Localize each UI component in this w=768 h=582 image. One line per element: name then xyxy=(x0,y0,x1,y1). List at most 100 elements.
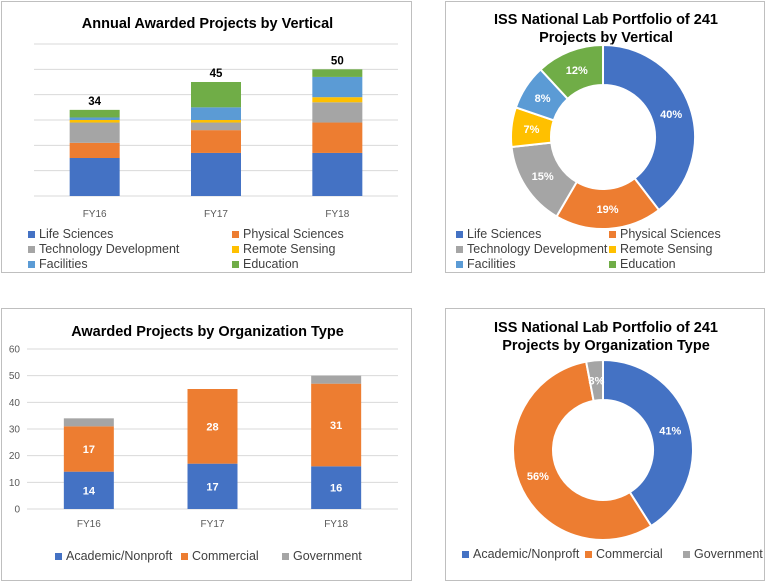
legend-swatch xyxy=(55,553,62,560)
data-label: 28 xyxy=(206,421,218,433)
legend-label: Physical Sciences xyxy=(620,227,721,241)
bar-segment xyxy=(63,426,114,472)
chart-title: Awarded Projects by Organization Type xyxy=(71,324,344,340)
legend-label: Education xyxy=(243,257,299,271)
chart-title-line: Projects by Vertical xyxy=(539,30,673,46)
annual-by-vertical-chart: Annual Awarded Projects by Vertical 34 FY1… xyxy=(1,1,412,273)
bar-segment xyxy=(191,122,241,131)
bar-segment xyxy=(187,463,238,509)
legend-label: Life Sciences xyxy=(467,227,541,241)
chart-title: Annual Awarded Projects by Vertical xyxy=(82,16,333,32)
donut-slice xyxy=(512,360,653,541)
portfolio-by-organization-type-svg: ISS National Lab Portfolio of 241 Project… xyxy=(462,320,763,561)
slice-label: 19% xyxy=(596,204,618,216)
bar-segment xyxy=(312,69,363,77)
legend-label: Physical Sciences xyxy=(243,227,344,241)
y-tick-label: 40 xyxy=(9,398,21,409)
bar-segment xyxy=(191,130,241,153)
slice-label: 41% xyxy=(659,425,681,437)
legend-swatch xyxy=(28,231,35,238)
y-tick-label: 60 xyxy=(9,345,21,356)
legend-label: Technology Development xyxy=(39,242,180,256)
legend-label: Life Sciences xyxy=(39,227,113,241)
data-label: 17 xyxy=(206,481,218,493)
legend-swatch xyxy=(28,246,35,253)
by-organization-type-svg: Awarded Projects by Organization Type 0 10… xyxy=(9,324,398,563)
chart-title-line: ISS National Lab Portfolio of 241 xyxy=(494,320,718,336)
slice-label: 40% xyxy=(660,109,682,121)
legend-swatch xyxy=(609,246,616,253)
legend-swatch xyxy=(462,551,469,558)
portfolio-by-organization-type-chart: ISS National Lab Portfolio of 241 Project… xyxy=(445,308,765,581)
legend-swatch xyxy=(181,553,188,560)
donut-slice xyxy=(584,358,604,403)
bar-segment xyxy=(69,142,120,158)
slice-label: 12% xyxy=(566,65,588,77)
data-label: 31 xyxy=(330,420,342,432)
y-tick-label: 0 xyxy=(14,505,20,516)
bar-segment xyxy=(191,120,241,123)
legend-swatch xyxy=(28,261,35,268)
bar-segment xyxy=(312,152,363,196)
slice-label: 3% xyxy=(588,375,604,387)
bar-segment xyxy=(312,102,363,123)
annual-by-vertical-svg: Annual Awarded Projects by Vertical 34 FY1… xyxy=(28,16,398,271)
portfolio-by-vertical-svg: ISS National Lab Portfolio of 241 Project… xyxy=(456,12,721,271)
bar-segment xyxy=(191,152,241,196)
legend-label: Technology Development xyxy=(467,242,608,256)
legend-swatch xyxy=(232,246,239,253)
y-tick-label: 10 xyxy=(9,478,21,489)
data-label: 17 xyxy=(83,444,95,456)
legend-label: Education xyxy=(620,257,676,271)
bar-segment xyxy=(69,109,120,118)
legend-label: Government xyxy=(694,547,763,561)
legend-label: Facilities xyxy=(467,257,516,271)
bar-total-label: 50 xyxy=(331,55,344,67)
category-label: FY18 xyxy=(325,209,349,220)
bar-total-label: 34 xyxy=(88,96,101,108)
category-label: FY17 xyxy=(201,519,225,530)
portfolio-by-vertical-chart: ISS National Lab Portfolio of 241 Project… xyxy=(445,1,765,273)
bar-segment xyxy=(311,466,362,509)
legend-swatch xyxy=(232,261,239,268)
bar-segment xyxy=(312,76,363,98)
slice-label: 15% xyxy=(532,171,554,183)
bar-segment xyxy=(312,122,363,153)
bar-segment xyxy=(191,107,241,120)
bar-segment xyxy=(311,375,362,384)
legend-label: Facilities xyxy=(39,257,88,271)
legend-swatch xyxy=(683,551,690,558)
legend-label: Remote Sensing xyxy=(620,242,712,256)
chart-title-line: Projects by Organization Type xyxy=(502,338,710,354)
donut-slice xyxy=(602,43,696,212)
legend-swatch xyxy=(282,553,289,560)
legend-label: Government xyxy=(293,549,362,563)
y-tick-label: 50 xyxy=(9,371,21,382)
legend-swatch xyxy=(232,231,239,238)
legend-swatch xyxy=(456,231,463,238)
bar-segment xyxy=(312,97,363,103)
legend-swatch xyxy=(456,246,463,253)
legend-swatch xyxy=(456,261,463,268)
legend-swatch xyxy=(585,551,592,558)
slice-label: 56% xyxy=(527,471,549,483)
chart-title-line: ISS National Lab Portfolio of 241 xyxy=(494,12,718,28)
category-label: FY17 xyxy=(204,209,228,220)
bar-segment xyxy=(63,471,114,509)
legend-label: Commercial xyxy=(596,547,663,561)
bar-segment xyxy=(187,389,238,464)
y-tick-label: 30 xyxy=(9,425,21,436)
category-label: FY16 xyxy=(77,519,101,530)
bar-segment xyxy=(69,120,120,123)
bar-segment xyxy=(69,122,120,143)
legend-label: Commercial xyxy=(192,549,259,563)
category-label: FY18 xyxy=(324,519,348,530)
legend-label: Academic/Nonproft xyxy=(66,549,173,563)
slice-label: 7% xyxy=(523,124,539,136)
donut-slice xyxy=(539,43,604,101)
bar-total-label: 45 xyxy=(210,68,223,80)
donut-slice xyxy=(602,358,694,528)
bar-segment xyxy=(63,418,114,427)
bar-segment xyxy=(69,117,120,120)
legend-label: Academic/Nonproft xyxy=(473,547,580,561)
